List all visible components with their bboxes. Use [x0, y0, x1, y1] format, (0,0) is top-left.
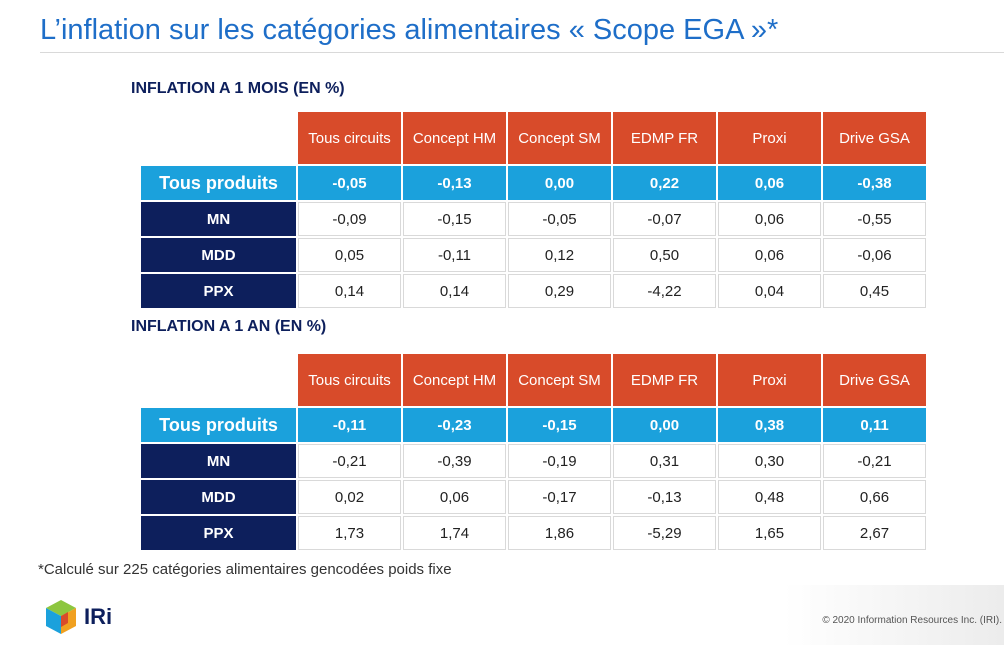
row-label: MDD	[141, 480, 296, 514]
title-divider	[40, 52, 1004, 53]
column-header: Tous circuits	[298, 354, 401, 406]
row-label: MDD	[141, 238, 296, 272]
table-cell: -0,13	[613, 480, 716, 514]
table-cell: 0,11	[823, 408, 926, 442]
table-cell: 0,04	[718, 274, 821, 308]
table-cell: 0,05	[298, 238, 401, 272]
table-cell: 0,29	[508, 274, 611, 308]
table-row: MN -0,09 -0,15 -0,05 -0,07 0,06 -0,55	[141, 202, 926, 236]
table-cell: 0,14	[298, 274, 401, 308]
table-cell: -0,07	[613, 202, 716, 236]
table-cell: 0,14	[403, 274, 506, 308]
table-cell: 0,66	[823, 480, 926, 514]
column-header: Drive GSA	[823, 112, 926, 164]
table-cell: -0,23	[403, 408, 506, 442]
table-cell: -0,39	[403, 444, 506, 478]
table-cell: 0,30	[718, 444, 821, 478]
column-header: Proxi	[718, 354, 821, 406]
table-cell: -0,05	[298, 166, 401, 200]
table-cell: -0,09	[298, 202, 401, 236]
table-cell: 0,45	[823, 274, 926, 308]
table-row: PPX 0,14 0,14 0,29 -4,22 0,04 0,45	[141, 274, 926, 308]
column-header: Concept HM	[403, 112, 506, 164]
table-cell: 0,00	[508, 166, 611, 200]
table-cell: -0,05	[508, 202, 611, 236]
column-header: Concept SM	[508, 112, 611, 164]
footer-shade	[784, 585, 1004, 645]
row-label: PPX	[141, 274, 296, 308]
column-header: EDMP FR	[613, 112, 716, 164]
column-header: Concept HM	[403, 354, 506, 406]
table-cell: 0,06	[403, 480, 506, 514]
row-label: MN	[141, 444, 296, 478]
header-row: Tous circuits Concept HM Concept SM EDMP…	[141, 354, 926, 406]
copyright: © 2020 Information Resources Inc. (IRI).	[822, 615, 1002, 626]
table-cell: -5,29	[613, 516, 716, 550]
table-cell: -0,21	[298, 444, 401, 478]
table-row: PPX 1,73 1,74 1,86 -5,29 1,65 2,67	[141, 516, 926, 550]
row-label: Tous produits	[141, 408, 296, 442]
table-cell: -0,11	[298, 408, 401, 442]
table-cell: 0,48	[718, 480, 821, 514]
row-label: Tous produits	[141, 166, 296, 200]
table-cell: -0,21	[823, 444, 926, 478]
footnote: *Calculé sur 225 catégories alimentaires…	[38, 561, 452, 578]
table-cell: 0,50	[613, 238, 716, 272]
table-cell: -0,11	[403, 238, 506, 272]
column-header: Drive GSA	[823, 354, 926, 406]
row-label: PPX	[141, 516, 296, 550]
table-row-total: Tous produits -0,05 -0,13 0,00 0,22 0,06…	[141, 166, 926, 200]
table-cell: -4,22	[613, 274, 716, 308]
table-cell: -0,06	[823, 238, 926, 272]
column-header: EDMP FR	[613, 354, 716, 406]
iri-logo: IRi	[44, 598, 112, 636]
header-row: Tous circuits Concept HM Concept SM EDMP…	[141, 112, 926, 164]
section-title-year: INFLATION A 1 AN (EN %)	[131, 318, 327, 335]
table-cell: 1,86	[508, 516, 611, 550]
table-cell: 0,06	[718, 238, 821, 272]
table-cell: -0,17	[508, 480, 611, 514]
table-row: MDD 0,05 -0,11 0,12 0,50 0,06 -0,06	[141, 238, 926, 272]
table-cell: -0,38	[823, 166, 926, 200]
table-cell: 0,12	[508, 238, 611, 272]
table-cell: 1,74	[403, 516, 506, 550]
table-cell: 1,73	[298, 516, 401, 550]
column-header: Concept SM	[508, 354, 611, 406]
table-cell: 0,00	[613, 408, 716, 442]
inflation-table-year: Tous circuits Concept HM Concept SM EDMP…	[139, 352, 928, 552]
table-cell: -0,19	[508, 444, 611, 478]
row-label: MN	[141, 202, 296, 236]
page-title: L’inflation sur les catégories alimentai…	[40, 14, 779, 46]
inflation-table-month: Tous circuits Concept HM Concept SM EDMP…	[139, 110, 928, 310]
table-cell: -0,55	[823, 202, 926, 236]
table-row: MN -0,21 -0,39 -0,19 0,31 0,30 -0,21	[141, 444, 926, 478]
logo-text: IRi	[84, 604, 113, 629]
table-cell: 0,38	[718, 408, 821, 442]
table-cell: -0,15	[403, 202, 506, 236]
table-row: MDD 0,02 0,06 -0,17 -0,13 0,48 0,66	[141, 480, 926, 514]
column-header: Proxi	[718, 112, 821, 164]
table-row-total: Tous produits -0,11 -0,23 -0,15 0,00 0,3…	[141, 408, 926, 442]
iri-cube-logo-icon	[46, 600, 76, 634]
column-header: Tous circuits	[298, 112, 401, 164]
table-cell: 0,31	[613, 444, 716, 478]
table-cell: 0,22	[613, 166, 716, 200]
table-cell: -0,15	[508, 408, 611, 442]
table-cell: 0,02	[298, 480, 401, 514]
section-title-month: INFLATION A 1 MOIS (EN %)	[131, 80, 345, 97]
table-cell: 0,06	[718, 166, 821, 200]
table-cell: 2,67	[823, 516, 926, 550]
table-cell: 1,65	[718, 516, 821, 550]
table-cell: 0,06	[718, 202, 821, 236]
table-cell: -0,13	[403, 166, 506, 200]
